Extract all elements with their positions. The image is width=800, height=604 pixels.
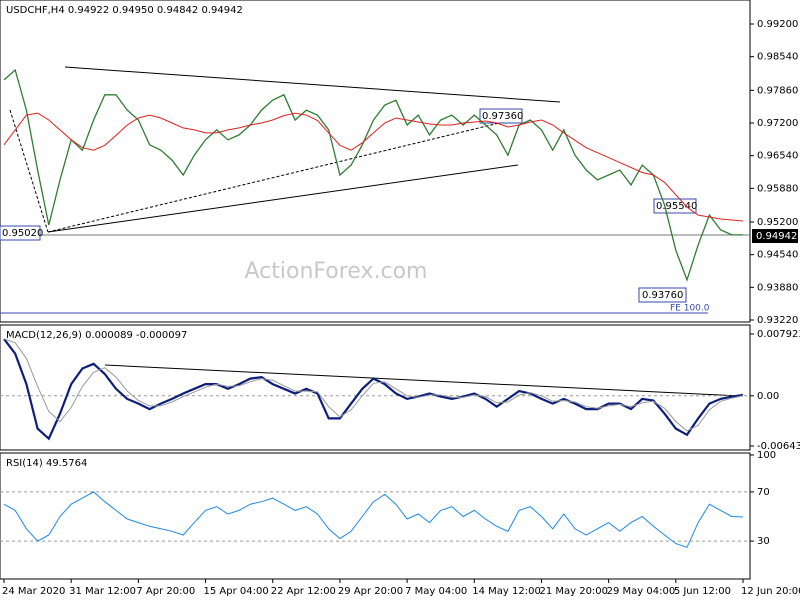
x-tick-label: 22 Apr 12:00 (271, 586, 336, 597)
y-tick-label: 70 (757, 487, 770, 498)
annotation: 0.95540 (656, 201, 697, 212)
x-tick-label: 15 Apr 04:00 (204, 586, 269, 597)
macd-panel (0, 324, 751, 451)
y-tick-label: 0.95200 (757, 217, 798, 228)
series-line (3, 112, 744, 222)
y-tick-label: 0.94540 (757, 250, 798, 261)
series-line (3, 68, 743, 282)
series-line (3, 338, 744, 441)
y-tick-label: 30 (757, 536, 770, 547)
x-tick-label: 24 Mar 2020 (2, 586, 65, 597)
x-tick-label: 12 Jun 20:00 (741, 586, 800, 597)
price-panel (0, 0, 751, 323)
x-tick-label: 21 May 20:00 (539, 586, 608, 597)
y-tick-label: 100 (757, 450, 776, 461)
x-tick-label: 7 May 04:00 (405, 586, 467, 597)
x-tick-label: 29 Apr 20:00 (338, 586, 403, 597)
annotation: 0.95020 (2, 228, 43, 239)
y-tick-label: 0.93880 (757, 282, 798, 293)
trend-line (64, 66, 561, 103)
x-tick-label: 7 Apr 20:00 (136, 586, 195, 597)
trend-line (9, 109, 49, 233)
watermark: ActionForex.com (245, 259, 428, 284)
y-tick-label: -0.006437 (757, 441, 800, 452)
x-tick-label: 31 Mar 12:00 (69, 586, 136, 597)
series-line (3, 491, 744, 548)
annotation-box (479, 108, 523, 124)
chart-title: RSI(14) 49.5764 (6, 458, 87, 469)
y-tick-label: 0.00 (757, 391, 779, 402)
series-line (3, 338, 744, 432)
y-tick-label: 0.97860 (757, 85, 798, 96)
trend-line (47, 117, 521, 233)
annotation-box (0, 225, 41, 241)
y-tick-label: 0.96540 (757, 151, 798, 162)
chart-title: USDCHF,H4 0.94922 0.94950 0.94842 0.9494… (6, 5, 243, 16)
x-tick-label: 14 May 12:00 (472, 586, 541, 597)
annotation-box (638, 287, 687, 303)
y-tick-label: 0.007923 (757, 329, 800, 340)
y-tick-label: 0.95880 (757, 183, 798, 194)
y-tick-label: 0.97200 (757, 118, 798, 129)
annotation-box (653, 198, 697, 214)
y-tick-label: 0.99200 (757, 19, 798, 30)
y-tick-label: 0.93220 (757, 315, 798, 326)
annotation: 0.93760 (642, 290, 683, 301)
trend-line (47, 164, 519, 233)
rsi-panel (0, 452, 751, 580)
chart-title: MACD(12,26,9) 0.000089 -0.000097 (6, 330, 187, 341)
last-price-box (752, 229, 798, 243)
x-tick-label: 5 Jun 12:00 (674, 586, 731, 597)
trend-line (104, 364, 741, 397)
annotation: 0.97360 (482, 111, 523, 122)
y-tick-label: 0.98540 (757, 52, 798, 63)
annotation: FE 100.0 (670, 304, 710, 314)
x-tick-label: 29 May 04:00 (607, 586, 676, 597)
last-price: 0.94942 (756, 231, 797, 242)
